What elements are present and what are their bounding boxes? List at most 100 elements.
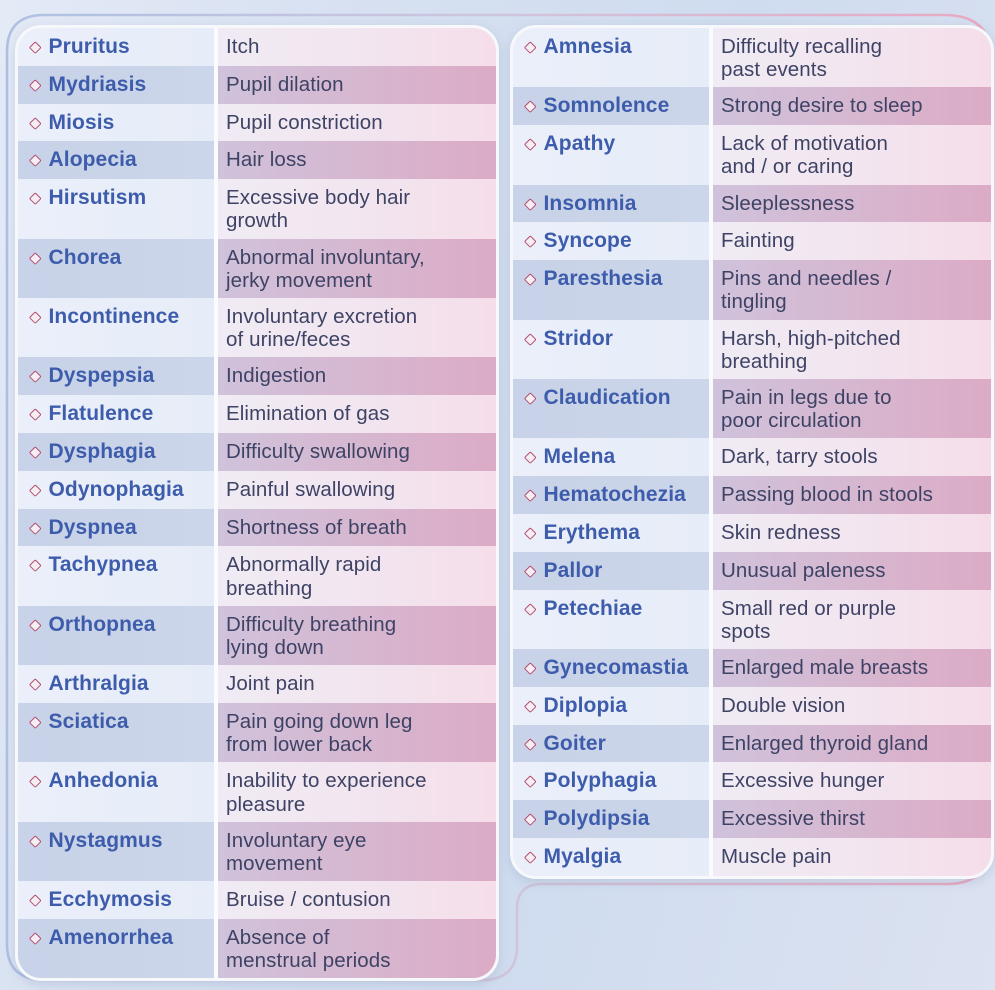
table-row: Petechiae Small red or purple spots xyxy=(513,589,991,650)
table-row: Insomnia Sleeplessness xyxy=(513,184,991,223)
definition-text: Difficulty recalling past events xyxy=(721,35,883,82)
term-cell: Dyspnea xyxy=(18,508,214,547)
table-row: Odynophagia Painful swallowing xyxy=(18,470,496,509)
term-label: Miosis xyxy=(48,110,115,134)
table-row: Mydriasis Pupil dilation xyxy=(18,65,496,104)
table-row: Myalgia Muscle pain xyxy=(513,838,991,876)
diamond-bullet-icon xyxy=(524,138,537,151)
term-label: Orthopnea xyxy=(48,612,156,636)
term-label: Alopecia xyxy=(48,148,137,172)
term-cell: Alopecia xyxy=(18,141,214,180)
term-cell: Myalgia xyxy=(513,838,709,876)
definition-cell: Unusual paleness xyxy=(713,551,991,590)
term-cell: Pallor xyxy=(513,551,709,590)
term-cell: Incontinence xyxy=(18,298,214,358)
column-divider xyxy=(709,476,713,515)
column-divider xyxy=(214,357,218,396)
term-label: Petechiae xyxy=(543,596,643,620)
definition-text: Excessive hunger xyxy=(721,769,885,793)
term-label: Flatulence xyxy=(48,402,154,426)
diamond-bullet-icon xyxy=(29,932,42,945)
diamond-bullet-icon xyxy=(524,662,537,675)
term-label: Goiter xyxy=(543,731,606,755)
table-row: Somnolence Strong desire to sleep xyxy=(513,87,991,126)
column-divider xyxy=(709,184,713,223)
diamond-bullet-icon xyxy=(524,392,537,405)
term-cell: Miosis xyxy=(18,103,214,142)
definition-cell: Elimination of gas xyxy=(218,395,496,433)
definition-text: Shortness of breath xyxy=(226,515,407,539)
table-row: Dysphagia Difficulty swallowing xyxy=(18,433,496,471)
diamond-bullet-icon xyxy=(524,565,537,578)
diamond-bullet-icon xyxy=(524,100,537,113)
diamond-bullet-icon xyxy=(29,192,42,205)
definition-cell: Fainting xyxy=(713,222,991,261)
term-label: Apathy xyxy=(543,132,616,156)
term-label: Sciatica xyxy=(48,710,129,733)
table-row: Dyspnea Shortness of breath xyxy=(18,508,496,547)
definition-text: Small red or purple spots xyxy=(721,596,897,643)
definition-cell: Harsh, high-pitched breathing xyxy=(713,319,991,380)
table-row: Polyphagia Excessive hunger xyxy=(513,762,991,801)
definition-cell: Difficulty recalling past events xyxy=(713,28,991,88)
diamond-bullet-icon xyxy=(524,700,537,713)
term-cell: Amnesia xyxy=(513,28,709,88)
diamond-bullet-icon xyxy=(524,235,537,248)
definition-text: Abnormal involuntary, jerky movement xyxy=(226,245,425,292)
column-divider xyxy=(214,821,218,882)
term-label: Dysphagia xyxy=(48,440,156,463)
definition-cell: Muscle pain xyxy=(713,838,991,876)
diamond-bullet-icon xyxy=(524,602,537,615)
column-divider xyxy=(709,125,713,185)
definition-text: Double vision xyxy=(721,693,846,717)
term-cell: Flatulence xyxy=(18,395,214,433)
term-cell: Anhedonia xyxy=(18,762,214,822)
table-row: Apathy Lack of motivation and / or caring xyxy=(513,125,991,185)
column-divider xyxy=(709,589,713,650)
definition-text: Unusual paleness xyxy=(721,558,886,582)
term-label: Somnolence xyxy=(543,94,670,118)
term-label: Insomnia xyxy=(543,191,637,215)
column-divider xyxy=(709,800,713,838)
definition-cell: Pupil constriction xyxy=(218,103,496,142)
term-label: Pruritus xyxy=(48,35,130,58)
definition-text: Skin redness xyxy=(721,521,841,545)
term-cell: Hematochezia xyxy=(513,476,709,515)
column-divider xyxy=(709,28,713,88)
column-divider xyxy=(709,686,713,725)
term-label: Mydriasis xyxy=(48,72,147,96)
term-label: Stridor xyxy=(543,326,614,350)
column-divider xyxy=(709,514,713,552)
term-label: Syncope xyxy=(543,229,632,253)
term-cell: Gynecomastia xyxy=(513,649,709,687)
table-row: Claudication Pain in legs due to poor cir… xyxy=(513,379,991,439)
definition-text: Pain going down leg from lower back xyxy=(226,710,413,757)
column-divider xyxy=(709,260,713,320)
definition-text: Excessive thirst xyxy=(721,807,865,831)
term-cell: Erythema xyxy=(513,514,709,552)
table-row: Incontinence Involuntary excretion of uri… xyxy=(18,298,496,358)
definition-cell: Pain in legs due to poor circulation xyxy=(713,379,991,439)
term-cell: Apathy xyxy=(513,125,709,185)
term-label: Paresthesia xyxy=(543,267,663,291)
term-cell: Orthopnea xyxy=(18,605,214,666)
table-row: Chorea Abnormal involuntary, jerky moveme… xyxy=(18,238,496,298)
table-row: Amenorrhea Absence of menstrual periods xyxy=(18,919,496,979)
diamond-bullet-icon xyxy=(29,311,42,324)
term-label: Hematochezia xyxy=(543,483,686,507)
term-cell: Melena xyxy=(513,438,709,477)
column-divider xyxy=(214,141,218,180)
term-cell: Nystagmus xyxy=(18,821,214,882)
definition-cell: Lack of motivation and / or caring xyxy=(713,125,991,185)
term-cell: Claudication xyxy=(513,379,709,439)
term-label: Arthralgia xyxy=(48,672,149,696)
term-label: Claudication xyxy=(543,386,671,410)
term-label: Gynecomastia xyxy=(543,656,689,680)
column-divider xyxy=(214,179,218,239)
diamond-bullet-icon xyxy=(29,154,42,167)
term-label: Amenorrhea xyxy=(48,926,174,950)
term-label: Odynophagia xyxy=(48,477,184,501)
term-label: Amnesia xyxy=(543,35,632,58)
definition-text: Difficulty swallowing xyxy=(226,440,411,463)
column-divider xyxy=(709,551,713,590)
